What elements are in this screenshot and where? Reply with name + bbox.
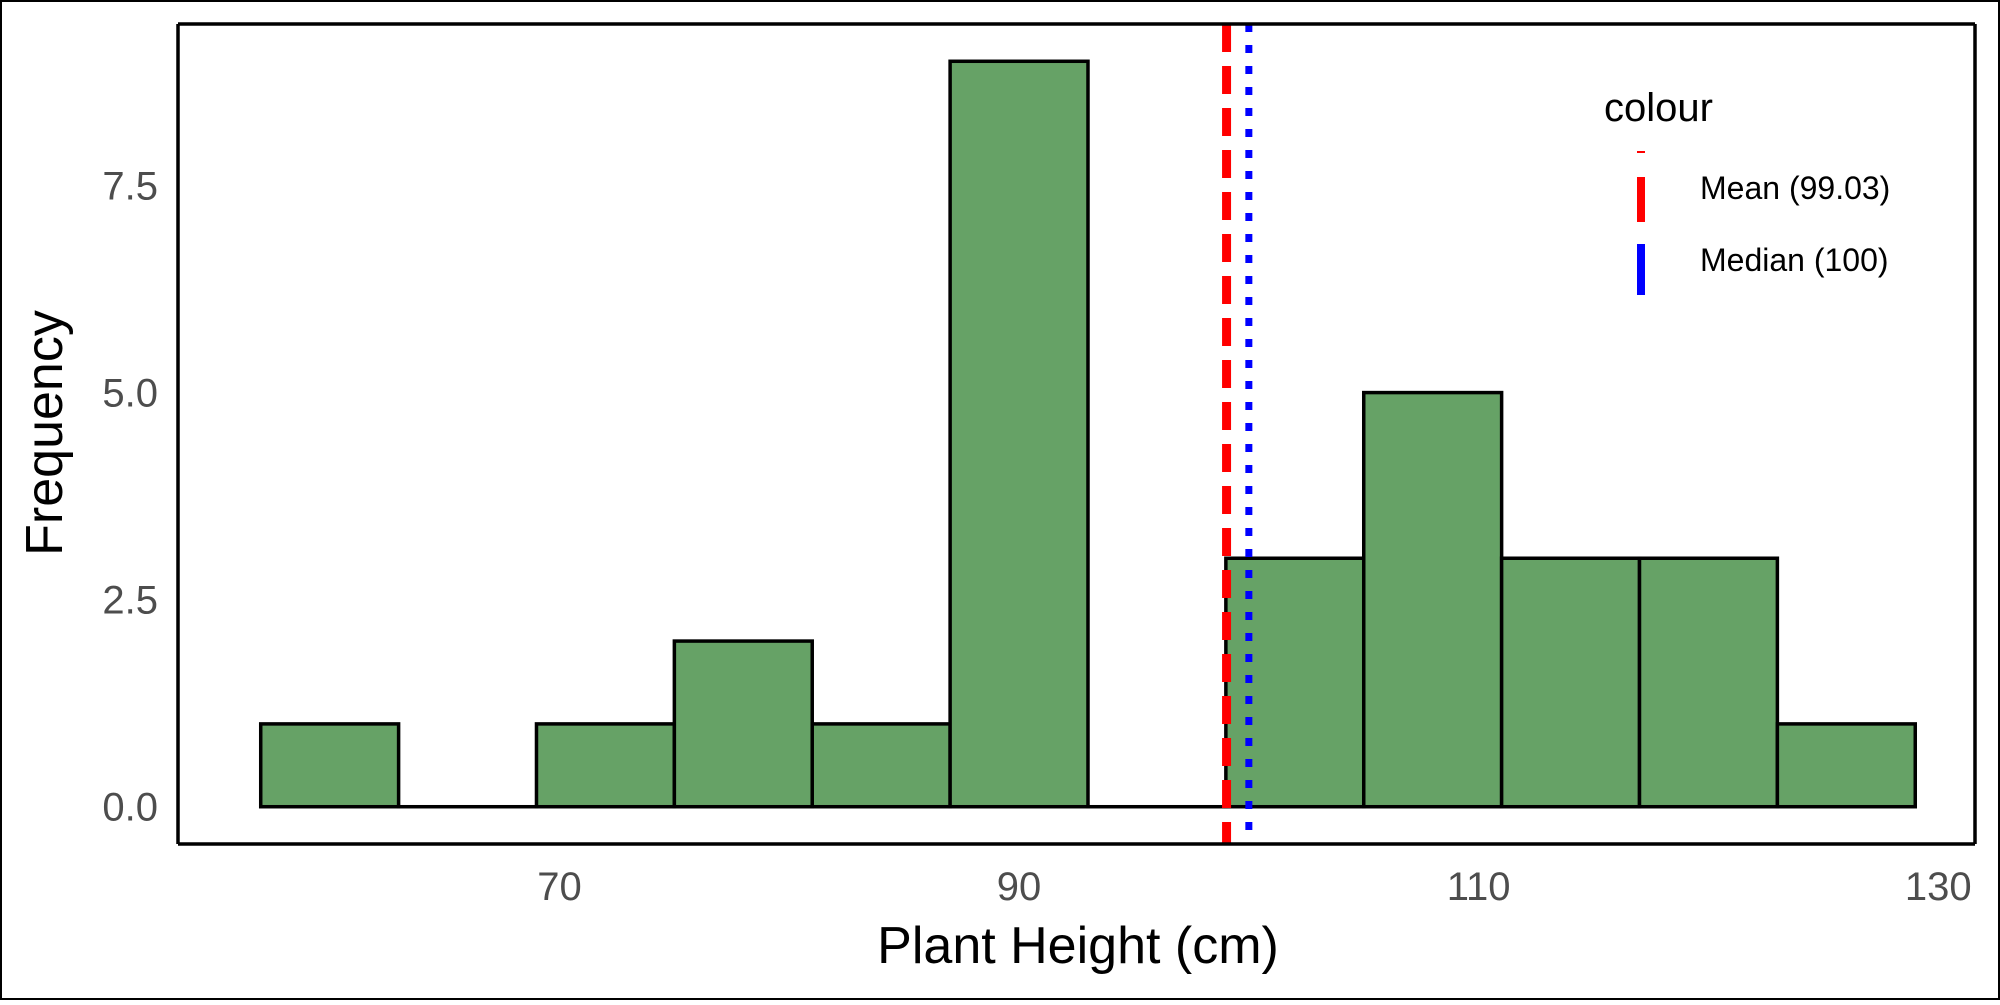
histogram-bar: [812, 724, 950, 807]
histogram-bar: [1639, 558, 1777, 806]
histogram-bar: [1502, 558, 1640, 806]
legend: colour Mean (99.03) Median (100): [1604, 86, 1890, 295]
y-axis-title: Frequency: [16, 310, 74, 556]
legend-label-median: Median (100): [1700, 242, 1889, 278]
x-axis-title: Plant Height (cm): [877, 917, 1279, 975]
y-tick-label: 5.0: [102, 372, 158, 416]
y-tick-label: 7.5: [102, 165, 158, 209]
histogram-bar: [536, 724, 674, 807]
bars-layer: [261, 61, 1916, 806]
histogram-bar: [1777, 724, 1915, 807]
x-tick-label: 90: [997, 865, 1042, 909]
x-tick-label: 70: [537, 865, 582, 909]
histogram-bar: [1364, 393, 1502, 807]
y-tick-label: 0.0: [102, 786, 158, 830]
x-tick-label: 110: [1447, 865, 1511, 909]
y-tick-label: 2.5: [102, 579, 158, 623]
legend-title: colour: [1604, 86, 1713, 130]
x-tick-label: 130: [1905, 865, 1972, 909]
legend-label-mean: Mean (99.03): [1700, 170, 1890, 206]
histogram-bar: [674, 641, 812, 807]
histogram-bar: [261, 724, 399, 807]
histogram-bar: [950, 61, 1088, 806]
